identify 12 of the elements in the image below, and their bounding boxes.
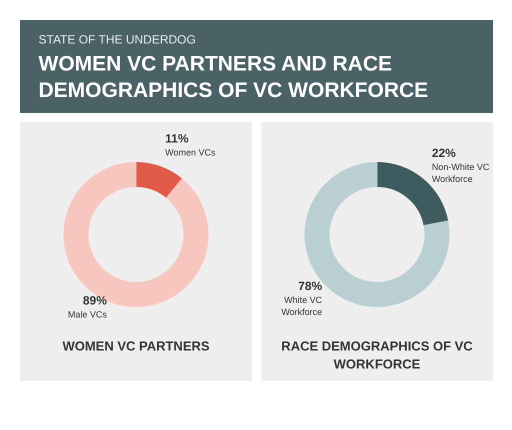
text: RACE DEMOGRAPHICS OF VC WORKFORCE xyxy=(281,338,474,372)
data-label: 11% xyxy=(165,132,189,146)
slice-label: Women VCs xyxy=(165,148,216,158)
data-label: 78% xyxy=(298,278,323,293)
slice-label: Non-White VC Workforce xyxy=(432,162,490,184)
slice-label: Male VCs xyxy=(68,309,108,320)
chart-subtitle: STATE OF THE UNDERDOG xyxy=(38,32,196,46)
text: WOMEN VC PARTNERS xyxy=(62,338,210,354)
chart-title: WOMEN VC PARTNERS AND RACE DEMOGRAPHICS OF VC WORKFORCE xyxy=(38,52,428,102)
data-label: 22% xyxy=(432,146,456,160)
slice-label: White VC Workforce xyxy=(281,294,323,317)
data-label: 89% xyxy=(82,293,108,308)
